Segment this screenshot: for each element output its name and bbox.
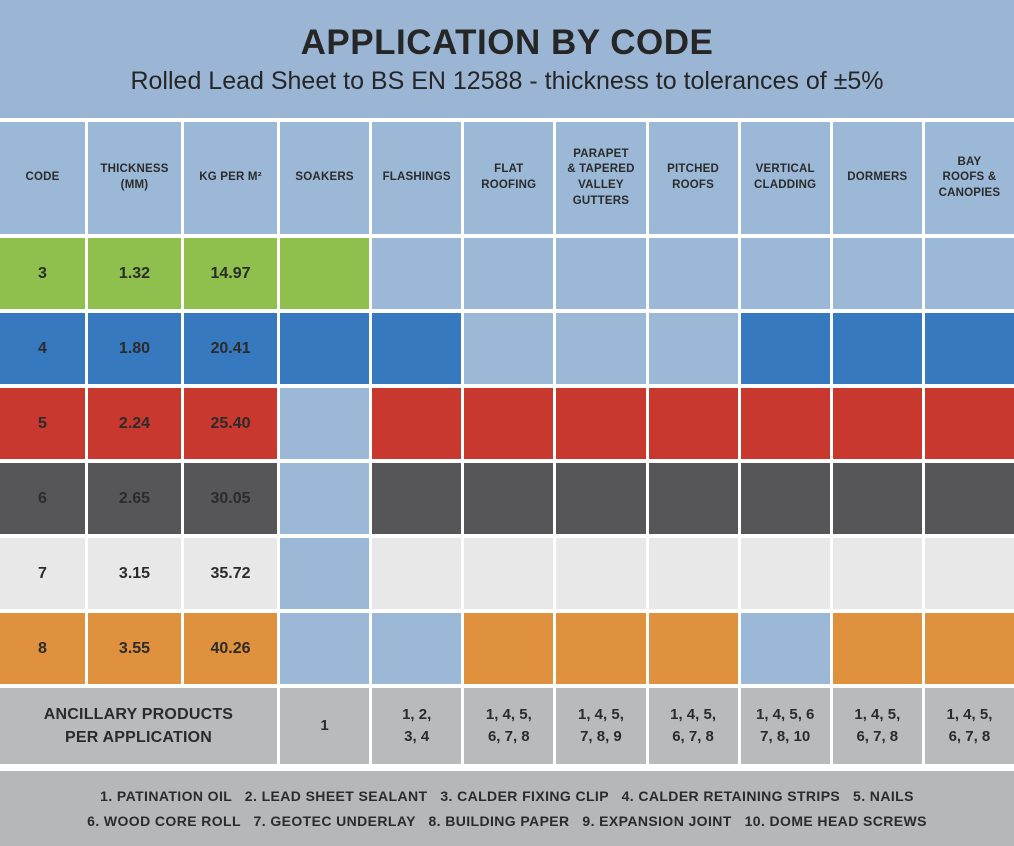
app-cell-parapet-gutters [556,613,646,684]
col-header-flashings: FLASHINGS [372,122,462,234]
app-cell-bay-roofs [924,463,1014,534]
app-cell-dormers [832,238,922,309]
col-header-dormers: DORMERS [832,122,922,234]
app-cell-dormers [832,463,922,534]
app-cell-parapet-gutters [556,538,646,609]
app-cell-flat-roofing [464,238,554,309]
app-cell-flat-roofing [464,313,554,384]
app-cell-parapet-gutters [556,463,646,534]
thickness-value: 3.15 [88,538,181,609]
ancillary-dormers: 1, 4, 5, 6, 7, 8 [832,688,922,764]
app-cell-pitched-roofs [648,238,738,309]
ancillary-bay-roofs: 1, 4, 5, 6, 7, 8 [924,688,1014,764]
app-cell-bay-roofs [924,238,1014,309]
app-cell-dormers [832,388,922,459]
thickness-value: 2.65 [88,463,181,534]
app-cell-bay-roofs [924,388,1014,459]
app-cell-flat-roofing [464,613,554,684]
app-cell-vertical-cladding [740,613,830,684]
app-cell-flashings [372,613,462,684]
code-value: 8 [0,613,85,684]
application-code-table: CODE THICKNESS (MM) KG PER M² SOAKERS FL… [0,122,1014,764]
ancillary-flashings: 1, 2, 3, 4 [372,688,462,764]
ancillary-pitched-roofs: 1, 4, 5, 6, 7, 8 [648,688,738,764]
app-cell-flashings [372,388,462,459]
app-cell-soakers [280,313,370,384]
app-cell-pitched-roofs [648,463,738,534]
thickness-value: 2.24 [88,388,181,459]
ancillary-parapet-gutters: 1, 4, 5, 7, 8, 9 [556,688,646,764]
app-cell-vertical-cladding [740,238,830,309]
kg-value: 30.05 [184,463,277,534]
code-value: 3 [0,238,85,309]
col-header-soakers: SOAKERS [280,122,370,234]
col-header-thickness: THICKNESS (MM) [88,122,181,234]
code-value: 6 [0,463,85,534]
app-cell-pitched-roofs [648,388,738,459]
app-cell-flashings [372,463,462,534]
col-header-bay-roofs: BAY ROOFS & CANOPIES [924,122,1014,234]
thickness-value: 1.32 [88,238,181,309]
kg-value: 25.40 [184,388,277,459]
app-cell-flat-roofing [464,538,554,609]
app-cell-vertical-cladding [740,313,830,384]
app-cell-parapet-gutters [556,238,646,309]
thickness-value: 1.80 [88,313,181,384]
kg-value: 35.72 [184,538,277,609]
app-cell-pitched-roofs [648,313,738,384]
kg-value: 20.41 [184,313,277,384]
col-header-flat-roofing: FLAT ROOFING [464,122,554,234]
app-cell-soakers [280,388,370,459]
legend-line-1: 1. PATINATION OIL 2. LEAD SHEET SEALANT … [100,788,914,804]
ancillary-flat-roofing: 1, 4, 5, 6, 7, 8 [464,688,554,764]
title-band: APPLICATION BY CODE Rolled Lead Sheet to… [0,0,1014,118]
ancillary-soakers: 1 [280,688,370,764]
app-cell-bay-roofs [924,538,1014,609]
app-cell-flat-roofing [464,463,554,534]
ancillary-vertical-cladding: 1, 4, 5, 6 7, 8, 10 [740,688,830,764]
page-subtitle: Rolled Lead Sheet to BS EN 12588 - thick… [130,66,884,95]
ancillary-products-legend: 1. PATINATION OIL 2. LEAD SHEET SEALANT … [0,771,1014,846]
app-cell-soakers [280,613,370,684]
col-header-code: CODE [0,122,85,234]
legend-line-2: 6. WOOD CORE ROLL 7. GEOTEC UNDERLAY 8. … [87,813,927,829]
ancillary-products-label: ANCILLARY PRODUCTS PER APPLICATION [0,688,277,764]
thickness-value: 3.55 [88,613,181,684]
app-cell-soakers [280,463,370,534]
app-cell-soakers [280,238,370,309]
app-cell-parapet-gutters [556,388,646,459]
col-header-vertical-cladding: VERTICAL CLADDING [740,122,830,234]
page-title: APPLICATION BY CODE [300,22,714,62]
app-cell-flat-roofing [464,388,554,459]
app-cell-vertical-cladding [740,463,830,534]
kg-value: 14.97 [184,238,277,309]
kg-value: 40.26 [184,613,277,684]
app-cell-dormers [832,313,922,384]
app-cell-flashings [372,238,462,309]
col-header-pitched-roofs: PITCHED ROOFS [648,122,738,234]
code-value: 4 [0,313,85,384]
app-cell-dormers [832,538,922,609]
app-cell-pitched-roofs [648,613,738,684]
code-value: 5 [0,388,85,459]
app-cell-flashings [372,313,462,384]
app-cell-vertical-cladding [740,388,830,459]
app-cell-flashings [372,538,462,609]
app-cell-parapet-gutters [556,313,646,384]
app-cell-bay-roofs [924,313,1014,384]
col-header-kg-per-m2: KG PER M² [184,122,277,234]
app-cell-soakers [280,538,370,609]
code-value: 7 [0,538,85,609]
app-cell-dormers [832,613,922,684]
col-header-parapet-gutters: PARAPET & TAPERED VALLEY GUTTERS [556,122,646,234]
app-cell-pitched-roofs [648,538,738,609]
app-cell-bay-roofs [924,613,1014,684]
app-cell-vertical-cladding [740,538,830,609]
